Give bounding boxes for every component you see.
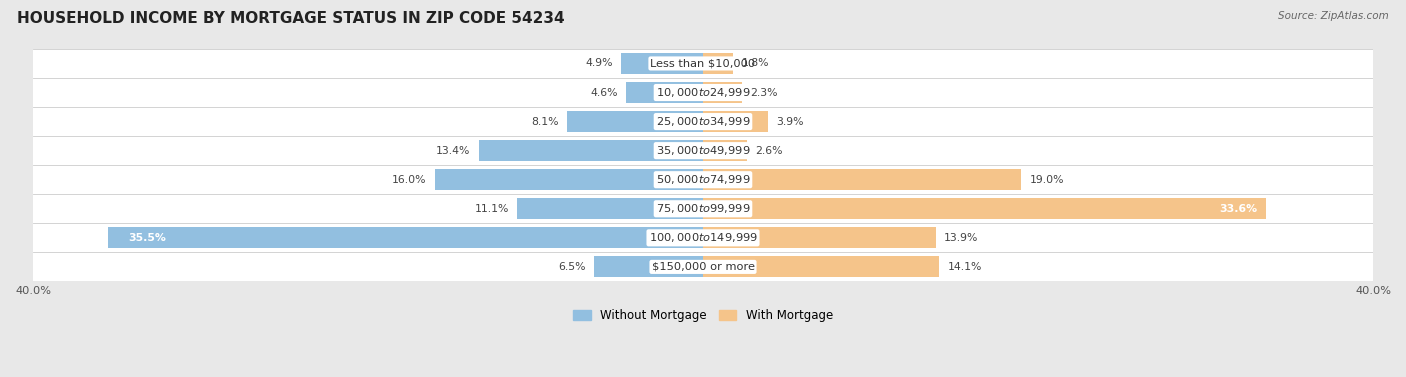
Text: $10,000 to $24,999: $10,000 to $24,999 [655, 86, 751, 99]
Bar [32, 107, 1374, 136]
Text: 6.5%: 6.5% [558, 262, 586, 272]
Bar [703, 256, 939, 277]
Bar [32, 49, 1374, 78]
Bar [703, 53, 733, 74]
Text: 1.8%: 1.8% [741, 58, 769, 69]
Text: $35,000 to $49,999: $35,000 to $49,999 [655, 144, 751, 157]
Text: 35.5%: 35.5% [128, 233, 166, 243]
Bar [595, 256, 703, 277]
Bar [108, 227, 703, 248]
Bar [434, 169, 703, 190]
Text: Source: ZipAtlas.com: Source: ZipAtlas.com [1278, 11, 1389, 21]
Bar [703, 227, 936, 248]
Text: 19.0%: 19.0% [1029, 175, 1064, 185]
Text: 4.6%: 4.6% [591, 87, 617, 98]
Text: Less than $10,000: Less than $10,000 [651, 58, 755, 69]
Text: $75,000 to $99,999: $75,000 to $99,999 [655, 202, 751, 215]
Bar [703, 198, 1265, 219]
Bar [621, 53, 703, 74]
Bar [32, 136, 1374, 165]
Text: 8.1%: 8.1% [531, 116, 560, 127]
Bar [703, 169, 1021, 190]
Bar [703, 140, 747, 161]
Bar [517, 198, 703, 219]
Text: HOUSEHOLD INCOME BY MORTGAGE STATUS IN ZIP CODE 54234: HOUSEHOLD INCOME BY MORTGAGE STATUS IN Z… [17, 11, 564, 26]
Text: 3.9%: 3.9% [776, 116, 804, 127]
Legend: Without Mortgage, With Mortgage: Without Mortgage, With Mortgage [568, 304, 838, 326]
Text: 4.9%: 4.9% [585, 58, 613, 69]
Bar [32, 252, 1374, 281]
Bar [703, 111, 768, 132]
Text: $100,000 to $149,999: $100,000 to $149,999 [648, 231, 758, 244]
Bar [626, 82, 703, 103]
Text: 33.6%: 33.6% [1219, 204, 1257, 214]
Text: 2.6%: 2.6% [755, 146, 782, 156]
Text: 2.3%: 2.3% [749, 87, 778, 98]
Bar [32, 165, 1374, 194]
Text: 13.4%: 13.4% [436, 146, 470, 156]
Bar [32, 223, 1374, 252]
Text: 13.9%: 13.9% [945, 233, 979, 243]
Text: $50,000 to $74,999: $50,000 to $74,999 [655, 173, 751, 186]
Bar [703, 82, 741, 103]
Bar [568, 111, 703, 132]
Text: $25,000 to $34,999: $25,000 to $34,999 [655, 115, 751, 128]
Bar [32, 78, 1374, 107]
Text: 16.0%: 16.0% [392, 175, 426, 185]
Text: 11.1%: 11.1% [474, 204, 509, 214]
Text: 14.1%: 14.1% [948, 262, 981, 272]
Text: $150,000 or more: $150,000 or more [651, 262, 755, 272]
Bar [478, 140, 703, 161]
Bar [32, 194, 1374, 223]
